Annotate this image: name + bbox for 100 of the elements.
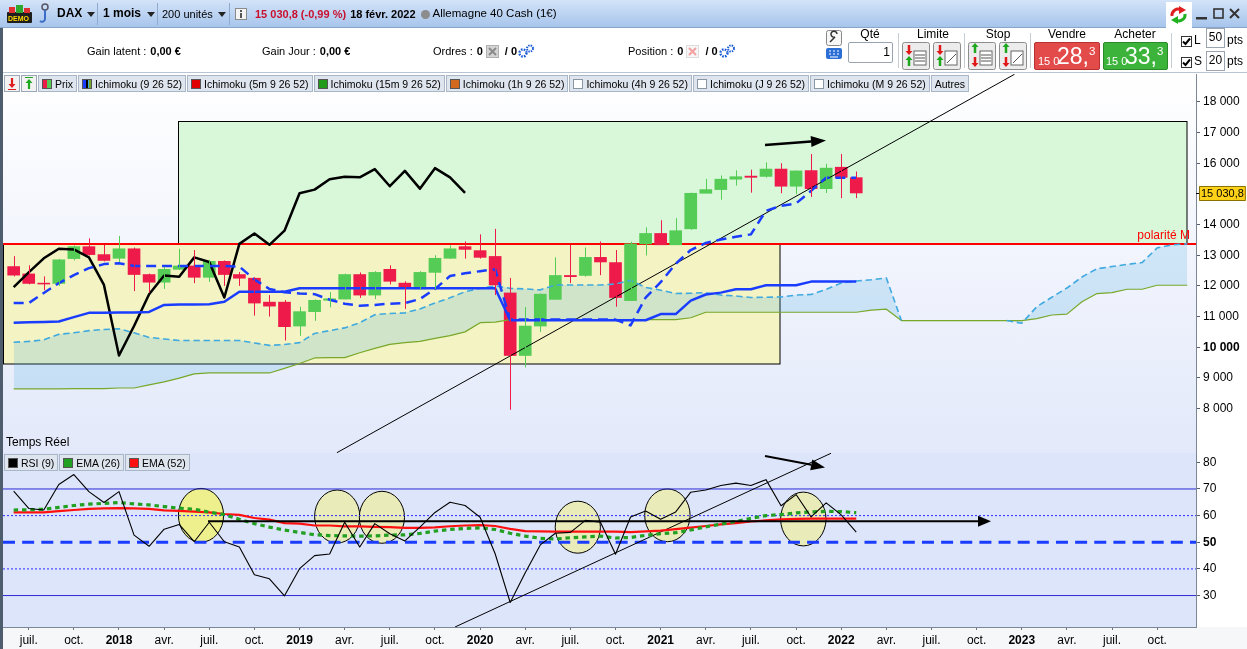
x-tick-label: oct. bbox=[966, 632, 987, 647]
text: L bbox=[1194, 33, 1201, 48]
text: 15 0 bbox=[1106, 54, 1128, 68]
text: Vendre bbox=[1047, 27, 1087, 42]
candlestick bbox=[744, 169, 758, 194]
text: Gain Jour : bbox=[262, 44, 316, 58]
y-tick-label: 13 000 bbox=[1203, 247, 1241, 262]
y-tick-label: 14 000 bbox=[1203, 216, 1241, 231]
x-tick-label: oct. bbox=[425, 632, 445, 647]
text: Position : bbox=[628, 44, 674, 58]
legend-label: EMA (26) bbox=[76, 456, 121, 469]
x-tick-label: avr. bbox=[876, 632, 897, 647]
text: S bbox=[1194, 54, 1203, 69]
candlestick bbox=[187, 249, 201, 284]
x-tick-label: oct. bbox=[786, 632, 806, 647]
candlestick bbox=[52, 258, 66, 287]
x-tick-label: juil. bbox=[1102, 632, 1122, 647]
text: Qté bbox=[860, 27, 880, 42]
candlestick bbox=[112, 235, 126, 263]
candlestick bbox=[654, 219, 667, 246]
text: DAX bbox=[57, 6, 83, 21]
x-tick-label: avr. bbox=[1057, 632, 1077, 647]
candlestick bbox=[579, 247, 592, 278]
annotation: Ichimoku (M 9 26 52) bbox=[827, 77, 926, 90]
text: / 0 bbox=[504, 44, 518, 58]
candlestick bbox=[549, 256, 562, 300]
text: / 0 bbox=[705, 44, 718, 58]
x-tick-label: oct. bbox=[1147, 632, 1167, 647]
text: Limite bbox=[916, 27, 950, 42]
x-tick-label: oct. bbox=[244, 632, 265, 647]
y-tick-label: 18 000 bbox=[1203, 94, 1241, 109]
text: 0,00 € bbox=[150, 44, 181, 58]
x-tick-label: avr. bbox=[154, 632, 174, 647]
annotation: Ichimoku (J 9 26 52) bbox=[709, 77, 806, 90]
candlestick bbox=[684, 192, 698, 231]
legend-label: Prix bbox=[55, 77, 74, 90]
candlestick bbox=[293, 306, 306, 337]
text: 0,00 € bbox=[319, 44, 351, 58]
candlestick bbox=[142, 273, 156, 294]
x-tick-label: 2023 bbox=[1008, 632, 1036, 647]
ref-line-label: polarité M bbox=[1137, 228, 1190, 243]
x-tick-label: juil. bbox=[199, 632, 219, 647]
text: pts bbox=[1227, 54, 1244, 69]
y-tick-label: 12 000 bbox=[1203, 278, 1241, 293]
candlestick bbox=[443, 244, 457, 260]
y-tick-label: 70 bbox=[1203, 481, 1217, 496]
text: Gain latent : bbox=[87, 44, 147, 58]
annotation: Ichimoku (1h 9 26 52) bbox=[462, 77, 565, 90]
x-tick-label: 2020 bbox=[466, 632, 494, 647]
y-tick-label: 80 bbox=[1203, 454, 1217, 469]
x-tick-label: juil. bbox=[740, 632, 760, 647]
x-tick-label: juil. bbox=[921, 632, 941, 647]
candlestick bbox=[308, 298, 321, 322]
text: 18 févr. 2022 bbox=[350, 7, 416, 21]
candlestick bbox=[458, 240, 472, 260]
y-tick-label: 40 bbox=[1203, 561, 1217, 576]
candlestick bbox=[278, 299, 291, 341]
text: 0 bbox=[677, 44, 684, 58]
x-tick-label: juil. bbox=[560, 632, 580, 647]
candlestick bbox=[624, 241, 637, 302]
line-series bbox=[12, 500, 858, 541]
y-tick-label: 10 000 bbox=[1203, 339, 1241, 354]
text: 15 0 bbox=[1038, 54, 1060, 68]
text: Stop bbox=[985, 27, 1011, 42]
x-tick-label: juil. bbox=[18, 632, 38, 647]
annotation: Temps Réel bbox=[6, 435, 70, 450]
x-tick-label: avr. bbox=[515, 632, 535, 647]
candlestick bbox=[383, 264, 397, 285]
y-tick-label: 50 bbox=[1203, 534, 1217, 549]
annotation: Ichimoku (4h 9 26 52) bbox=[586, 77, 688, 90]
candlestick bbox=[564, 244, 577, 284]
y-tick-label: 9 000 bbox=[1203, 370, 1234, 385]
y-tick-label: 30 bbox=[1203, 587, 1217, 602]
legend-label: RSI (9) bbox=[21, 456, 55, 469]
candlestick bbox=[594, 240, 607, 276]
x-tick-label: oct. bbox=[605, 632, 626, 647]
x-tick-label: avr. bbox=[696, 632, 716, 647]
annotation: Ichimoku (5m 9 26 52) bbox=[204, 77, 309, 90]
candlestick bbox=[233, 271, 246, 287]
candlestick bbox=[7, 255, 21, 277]
annotation: Ichimoku (15m 9 26 52) bbox=[330, 77, 441, 90]
x-tick-label: oct. bbox=[64, 632, 84, 647]
y-tick-label: 60 bbox=[1203, 507, 1217, 522]
candlestick bbox=[669, 217, 683, 246]
y-tick-label: 17 000 bbox=[1203, 124, 1241, 139]
text: 15 030,8 (-0,99 %) bbox=[255, 7, 347, 21]
text: 1 bbox=[883, 45, 890, 60]
y-tick-label: 16 000 bbox=[1203, 155, 1241, 170]
text: 0 bbox=[476, 44, 483, 58]
y-tick-label: 8 000 bbox=[1203, 400, 1234, 415]
text: 28,$^{3}$ bbox=[1057, 42, 1096, 70]
text: Allemagne 40 Cash (1€) bbox=[432, 7, 557, 21]
annotation: Autres bbox=[934, 77, 966, 90]
text: Acheter bbox=[1114, 27, 1156, 42]
legend-label: EMA (52) bbox=[142, 456, 186, 469]
candlestick bbox=[473, 233, 487, 260]
x-tick-label: 2018 bbox=[105, 632, 133, 647]
candlestick bbox=[518, 306, 532, 368]
x-tick-label: juil. bbox=[379, 632, 399, 647]
annotation: Ichimoku (9 26 52) bbox=[95, 77, 183, 90]
